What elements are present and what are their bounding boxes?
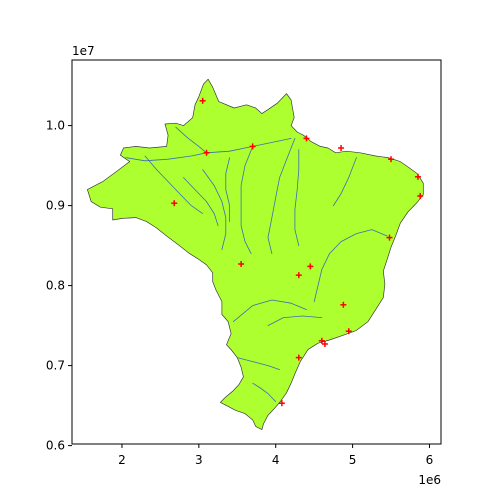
city-marker: [295, 354, 302, 361]
city-marker: [338, 145, 345, 151]
city-marker: [414, 173, 421, 180]
city-marker: [417, 193, 424, 199]
river-line: [183, 177, 219, 226]
river-line: [267, 315, 323, 326]
river-line: [175, 126, 207, 154]
x-tick-label: 2: [118, 453, 126, 467]
city-marker: [171, 200, 178, 207]
city-marker: [345, 328, 352, 335]
plot-area: [87, 78, 424, 430]
y-tick-label: 0.6: [46, 439, 65, 453]
city-marker: [388, 156, 395, 163]
river-line: [333, 157, 357, 206]
axes-frame: [71, 59, 442, 445]
river-line: [267, 138, 296, 254]
point-layer: [171, 97, 424, 407]
y-tick-label: 0.8: [46, 279, 65, 293]
city-marker: [199, 97, 206, 104]
city-marker: [278, 400, 285, 407]
city-marker: [249, 143, 256, 150]
y-tick-label: 0.7: [46, 359, 65, 373]
y-tick-label: 1.0: [46, 119, 65, 133]
city-marker: [303, 135, 310, 142]
river-line: [313, 229, 388, 302]
city-marker: [321, 341, 328, 347]
city-marker: [203, 149, 210, 156]
city-marker: [307, 263, 314, 270]
y-tick-label: 0.9: [46, 199, 65, 213]
y-offset-label: 1e7: [72, 44, 95, 58]
river-line: [233, 299, 307, 322]
tick-layer: 2 3 4 5 6 0.6 0.7 0.8 0.9 1.0: [46, 119, 433, 467]
city-marker: [318, 337, 325, 344]
river-line: [144, 155, 204, 214]
river-line: [236, 357, 280, 370]
river-line: [294, 149, 300, 246]
x-tick-label: 3: [195, 453, 203, 467]
x-tick-label: 6: [426, 453, 434, 467]
city-marker: [340, 301, 347, 308]
river-line: [202, 169, 227, 250]
x-offset-label: 1e6: [418, 473, 441, 487]
x-tick-label: 4: [272, 453, 280, 467]
river-line: [225, 157, 230, 222]
country-polygon: [87, 78, 424, 430]
city-marker: [238, 261, 245, 267]
land-layer: [87, 78, 424, 430]
city-marker: [386, 234, 393, 241]
city-marker: [295, 272, 302, 279]
river-line: [240, 146, 254, 254]
x-tick-label: 5: [349, 453, 357, 467]
river-line: [252, 382, 277, 402]
